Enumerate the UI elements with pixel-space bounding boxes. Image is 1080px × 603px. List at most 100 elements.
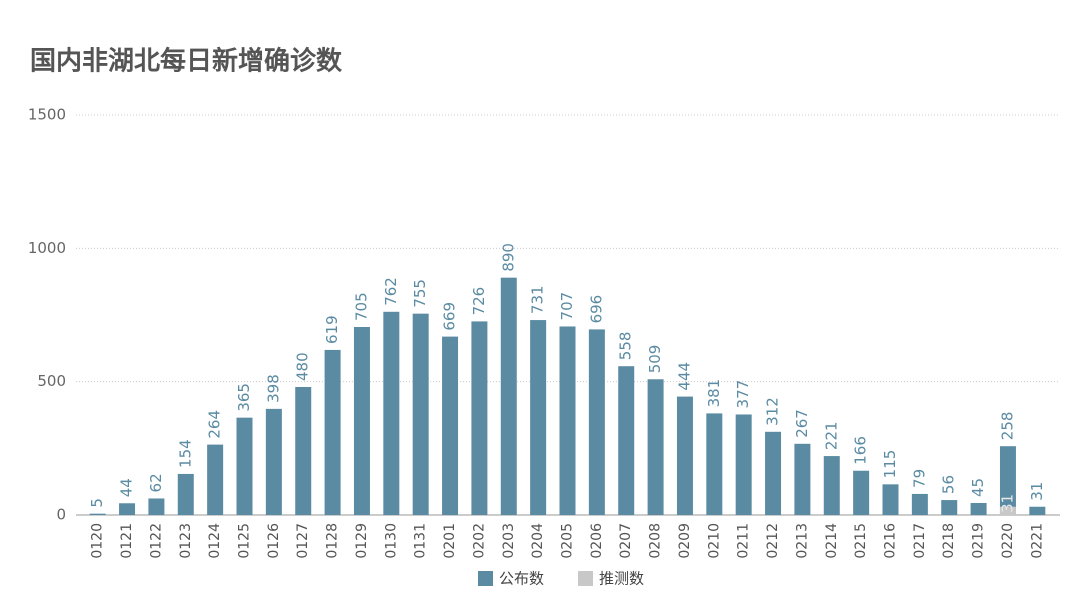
x-tick-label: 0206 bbox=[589, 523, 605, 559]
bar bbox=[588, 329, 605, 515]
x-tick-label: 0123 bbox=[178, 523, 194, 559]
bar bbox=[412, 313, 429, 515]
x-tick-label: 0122 bbox=[148, 523, 164, 559]
data-label: 705 bbox=[352, 292, 370, 321]
x-tick-label: 0210 bbox=[706, 523, 722, 559]
y-tick-label: 1500 bbox=[28, 106, 66, 124]
x-tick-label: 0205 bbox=[560, 523, 576, 559]
bar bbox=[941, 500, 958, 515]
bar bbox=[647, 379, 664, 515]
chart-title: 国内非湖北每日新增确诊数 bbox=[30, 46, 343, 77]
x-tick-label: 0203 bbox=[501, 523, 517, 559]
bar bbox=[353, 327, 370, 515]
data-label: 619 bbox=[323, 315, 341, 344]
y-tick-label: 0 bbox=[56, 506, 66, 524]
bar bbox=[911, 493, 928, 515]
data-label: 258 bbox=[998, 412, 1016, 441]
data-label: 509 bbox=[646, 345, 664, 374]
bar bbox=[1029, 506, 1046, 515]
data-label: 31 bbox=[1028, 482, 1046, 501]
bar bbox=[706, 413, 723, 515]
bar bbox=[618, 366, 635, 515]
y-tick-label: 1000 bbox=[28, 239, 66, 257]
x-tick-label: 0131 bbox=[413, 523, 429, 559]
data-label: 56 bbox=[940, 475, 958, 494]
bar bbox=[999, 506, 1016, 515]
bar bbox=[853, 470, 870, 515]
bar bbox=[823, 456, 840, 515]
bar bbox=[207, 444, 224, 515]
legend-label: 推测数 bbox=[599, 570, 644, 588]
x-tick-label: 0127 bbox=[295, 523, 311, 559]
bar bbox=[471, 321, 488, 515]
legend-label: 公布数 bbox=[499, 570, 544, 588]
bar bbox=[735, 414, 752, 515]
data-label: 480 bbox=[294, 352, 312, 381]
data-label: 377 bbox=[734, 380, 752, 409]
data-label: 890 bbox=[499, 243, 517, 272]
x-tick-label: 0202 bbox=[471, 523, 487, 559]
bar bbox=[999, 446, 1016, 515]
x-tick-label: 0221 bbox=[1029, 523, 1045, 559]
data-label: 726 bbox=[470, 287, 488, 316]
x-tick-label: 0216 bbox=[883, 523, 899, 559]
data-label: 731 bbox=[529, 285, 547, 314]
data-label: 45 bbox=[969, 478, 987, 497]
data-label: 365 bbox=[235, 383, 253, 412]
legend-swatch bbox=[478, 571, 493, 586]
legend-swatch bbox=[578, 571, 593, 586]
x-tick-label: 0126 bbox=[266, 523, 282, 559]
data-label: 669 bbox=[441, 302, 459, 331]
x-tick-label: 0214 bbox=[824, 523, 840, 559]
data-label: 264 bbox=[206, 410, 224, 439]
bar bbox=[765, 431, 782, 515]
data-label: 381 bbox=[705, 379, 723, 408]
bar bbox=[559, 326, 576, 515]
bar bbox=[119, 503, 136, 515]
x-tick-label: 0121 bbox=[119, 523, 135, 559]
data-label: 5 bbox=[88, 498, 106, 508]
data-label: 221 bbox=[822, 421, 840, 450]
bar bbox=[89, 513, 106, 515]
data-label: 558 bbox=[617, 332, 635, 361]
data-label: 444 bbox=[675, 362, 693, 391]
x-tick-label: 0220 bbox=[1000, 523, 1016, 559]
data-label: 398 bbox=[264, 374, 282, 403]
bar bbox=[148, 498, 165, 515]
bar bbox=[265, 408, 282, 515]
data-label: 62 bbox=[147, 473, 165, 492]
bar bbox=[500, 277, 517, 515]
bar bbox=[882, 484, 899, 515]
y-tick-label: 500 bbox=[37, 372, 66, 390]
bar bbox=[794, 443, 811, 515]
x-tick-label: 0215 bbox=[853, 523, 869, 559]
bar bbox=[324, 349, 341, 515]
x-tick-label: 0218 bbox=[941, 523, 957, 559]
x-tick-label: 0130 bbox=[383, 523, 399, 559]
bar bbox=[970, 503, 987, 515]
x-tick-label: 0213 bbox=[794, 523, 810, 559]
x-tick-label: 0128 bbox=[325, 523, 341, 559]
x-tick-label: 0211 bbox=[736, 523, 752, 559]
data-label: 154 bbox=[176, 439, 194, 468]
data-label: 312 bbox=[764, 397, 782, 426]
data-label: 31 bbox=[998, 494, 1016, 513]
x-tick-label: 0209 bbox=[677, 523, 693, 559]
x-tick-label: 0129 bbox=[354, 523, 370, 559]
bar bbox=[383, 311, 400, 515]
data-label: 166 bbox=[852, 436, 870, 465]
bar bbox=[676, 396, 693, 515]
x-tick-label: 0124 bbox=[207, 523, 223, 559]
data-label: 267 bbox=[793, 409, 811, 438]
x-tick-label: 0120 bbox=[90, 523, 106, 559]
x-tick-label: 0219 bbox=[971, 523, 987, 559]
bar bbox=[530, 320, 547, 515]
x-tick-label: 0125 bbox=[237, 523, 253, 559]
bar bbox=[236, 417, 253, 515]
data-label: 115 bbox=[881, 450, 899, 479]
bar bbox=[295, 387, 312, 515]
x-tick-label: 0212 bbox=[765, 523, 781, 559]
data-label: 44 bbox=[118, 478, 136, 497]
bar bbox=[177, 473, 194, 515]
